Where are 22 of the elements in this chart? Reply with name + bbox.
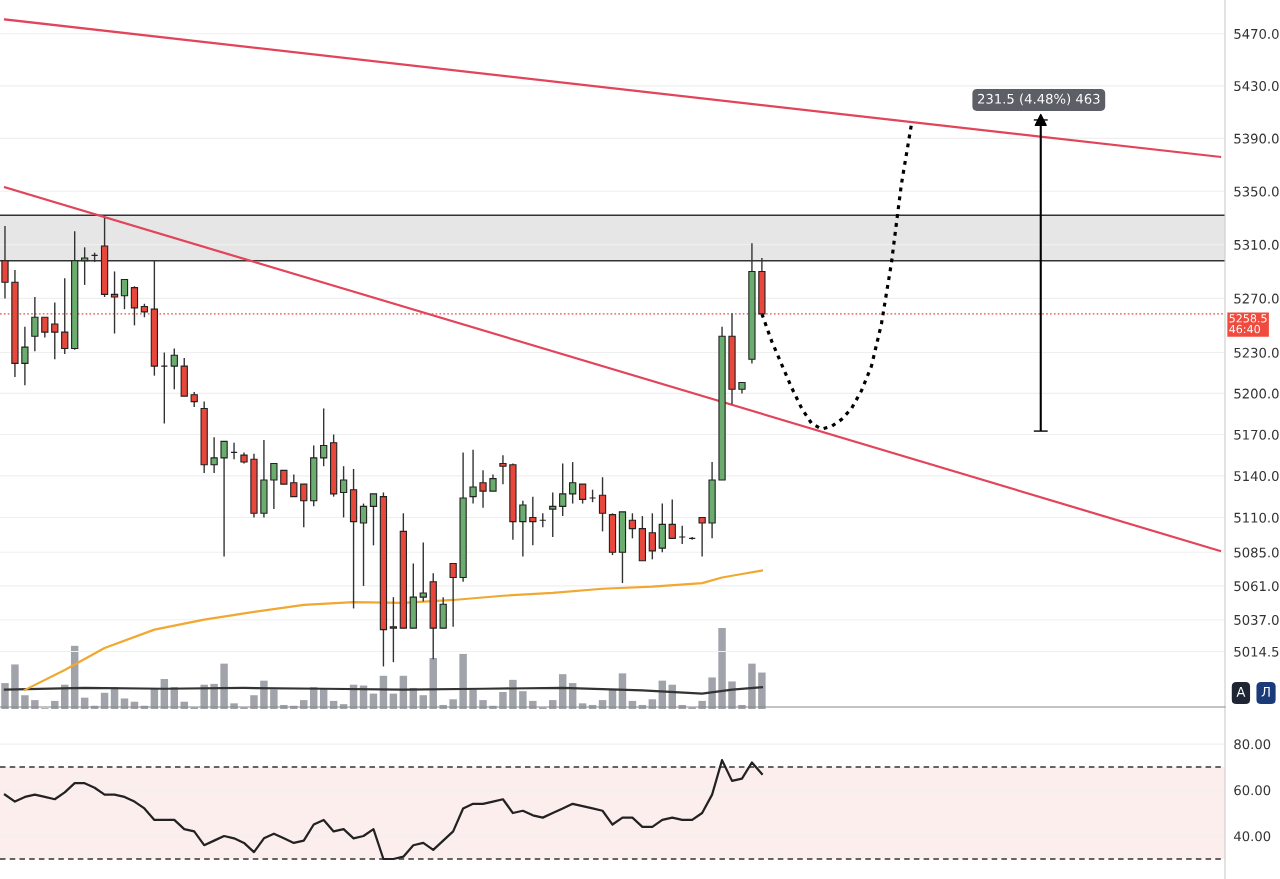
y-tick-label: 5350.0 (1234, 186, 1279, 197)
y-tick-label: 5390.0 (1234, 133, 1279, 144)
y-tick-label: 5085.0 (1234, 547, 1279, 558)
y-tick-label: 5230.0 (1234, 347, 1279, 358)
y-tick-label: 5110.0 (1234, 512, 1279, 523)
y-tick-label: 80.00 (1234, 739, 1271, 750)
y-tick-label: 5430.0 (1234, 81, 1279, 92)
y-tick-label: 5200.0 (1234, 388, 1279, 399)
text: A (1236, 687, 1246, 697)
y-tick-label: 5270.0 (1234, 293, 1279, 304)
y-tick-label: 5061.0 (1234, 581, 1279, 592)
y-tick-label: 5170.0 (1234, 429, 1279, 440)
y-tick-label: 5310.0 (1234, 239, 1279, 250)
y-tick-label: 5014.5 (1234, 646, 1279, 657)
y-tick-label: 5140.0 (1234, 471, 1279, 482)
y-tick-label: 5470.0 (1234, 28, 1279, 39)
y-tick-label: 60.00 (1234, 785, 1271, 796)
annotation: 231.5 (4.48%) 463 (977, 93, 1100, 106)
text: Л (1261, 687, 1270, 697)
ref-line-label: 5258.5 46:40 (1229, 314, 1267, 334)
y-tick-label: 5037.0 (1234, 614, 1279, 625)
y-tick-label: 40.00 (1233, 831, 1271, 842)
